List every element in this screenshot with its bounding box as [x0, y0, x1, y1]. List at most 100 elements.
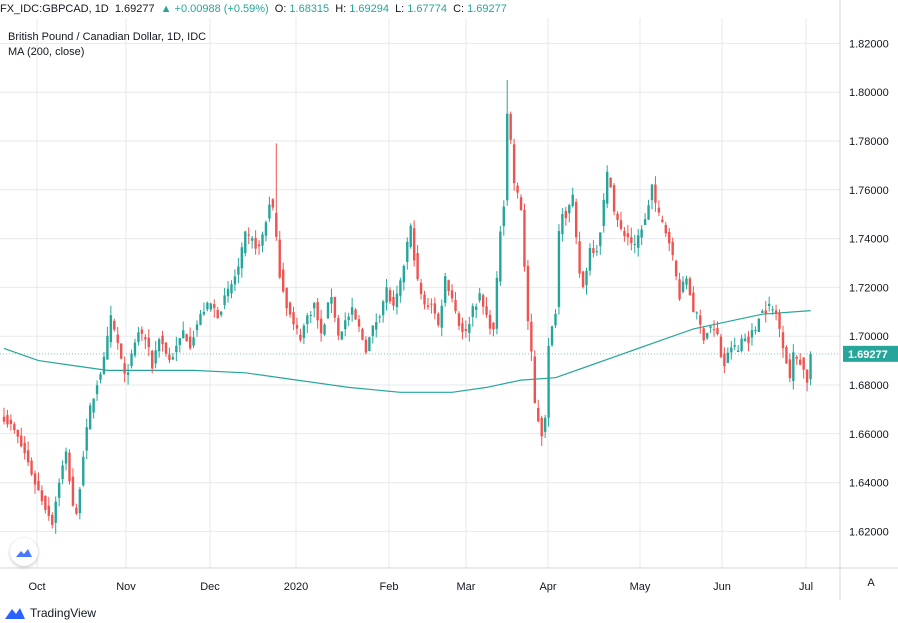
candle — [395, 285, 399, 315]
candle — [250, 235, 254, 249]
candle — [144, 334, 147, 350]
candle — [78, 487, 82, 520]
svg-text:1.69277: 1.69277 — [848, 349, 888, 361]
auto-scale-button[interactable]: A — [867, 577, 875, 589]
candle — [647, 199, 650, 220]
candle — [530, 313, 533, 361]
candle — [357, 315, 361, 332]
candle — [219, 310, 223, 318]
close-value: 1.69277 — [467, 3, 507, 15]
candle — [512, 138, 516, 191]
interval[interactable]: 1D — [94, 3, 109, 15]
candle — [485, 297, 488, 318]
candle — [164, 342, 168, 357]
candle — [278, 230, 281, 280]
candle — [285, 287, 288, 317]
candle — [733, 337, 736, 351]
candle — [771, 305, 774, 315]
candle — [37, 472, 40, 491]
candle — [492, 322, 495, 337]
tradingview-icon — [5, 608, 25, 619]
candle — [564, 206, 568, 226]
candle — [68, 449, 71, 485]
candle — [574, 198, 578, 245]
candle — [750, 323, 754, 346]
candle — [347, 312, 350, 327]
candle — [344, 312, 347, 337]
candle — [516, 182, 519, 199]
candle — [423, 290, 426, 310]
candle — [137, 326, 140, 346]
candle — [175, 336, 178, 362]
candle — [623, 226, 626, 242]
candle — [385, 278, 388, 311]
x-tick-label: 2020 — [284, 581, 308, 593]
candle — [161, 330, 164, 352]
candle — [643, 213, 647, 226]
tradingview-logo[interactable]: TradingView — [4, 604, 96, 622]
candle — [102, 351, 106, 375]
candle — [557, 224, 561, 315]
candle — [712, 320, 716, 337]
candle — [599, 232, 602, 255]
candle — [499, 226, 502, 286]
candle — [30, 457, 33, 476]
candle — [261, 231, 264, 253]
candle — [9, 414, 13, 431]
candle — [147, 329, 150, 357]
candle — [288, 301, 292, 318]
candle — [350, 297, 354, 322]
candle — [368, 336, 371, 352]
candle — [6, 409, 9, 428]
candle — [619, 211, 623, 231]
x-tick-label: Apr — [539, 581, 556, 593]
candle — [592, 240, 595, 258]
chart-area[interactable]: Oct Nov Dec 2020 Feb Mar Apr May Jun Jul 1.620001… — [0, 0, 898, 600]
candle — [468, 316, 471, 342]
candle — [151, 349, 154, 374]
candle — [471, 303, 474, 327]
candle — [805, 369, 809, 392]
ma-line — [3, 310, 811, 393]
candle — [340, 331, 343, 341]
candle — [736, 345, 740, 352]
candle — [433, 297, 437, 320]
candle — [99, 371, 102, 384]
candle — [802, 357, 805, 379]
candle — [264, 220, 268, 242]
candle — [237, 257, 240, 283]
candle — [40, 485, 44, 506]
candle — [550, 325, 554, 347]
candle — [640, 225, 643, 246]
candle — [537, 399, 540, 423]
candle — [399, 277, 402, 303]
candle — [788, 353, 792, 383]
candle — [419, 279, 423, 300]
candle — [526, 259, 530, 330]
x-tick-label: Oct — [28, 581, 45, 593]
candle — [361, 327, 364, 341]
symbol-name[interactable]: FX_IDC:GBPCAD, — [0, 3, 92, 15]
candle — [268, 196, 271, 222]
candle — [785, 345, 788, 364]
candle — [709, 324, 712, 333]
x-tick-label: Jul — [799, 581, 813, 593]
candle — [454, 291, 457, 314]
candle — [185, 333, 188, 342]
candle — [481, 293, 485, 315]
candle — [740, 334, 743, 353]
candle — [88, 402, 92, 430]
candle — [747, 331, 750, 352]
candle — [64, 447, 68, 471]
candle — [809, 351, 812, 386]
candle — [313, 301, 316, 318]
candle — [409, 223, 412, 249]
y-tick-label: 1.66000 — [849, 429, 889, 441]
candle — [705, 332, 709, 340]
candle — [213, 299, 216, 318]
candle — [192, 330, 195, 349]
candle — [299, 328, 302, 343]
tradingview-badge[interactable] — [10, 538, 38, 566]
candle — [388, 287, 392, 304]
candle — [375, 313, 378, 338]
